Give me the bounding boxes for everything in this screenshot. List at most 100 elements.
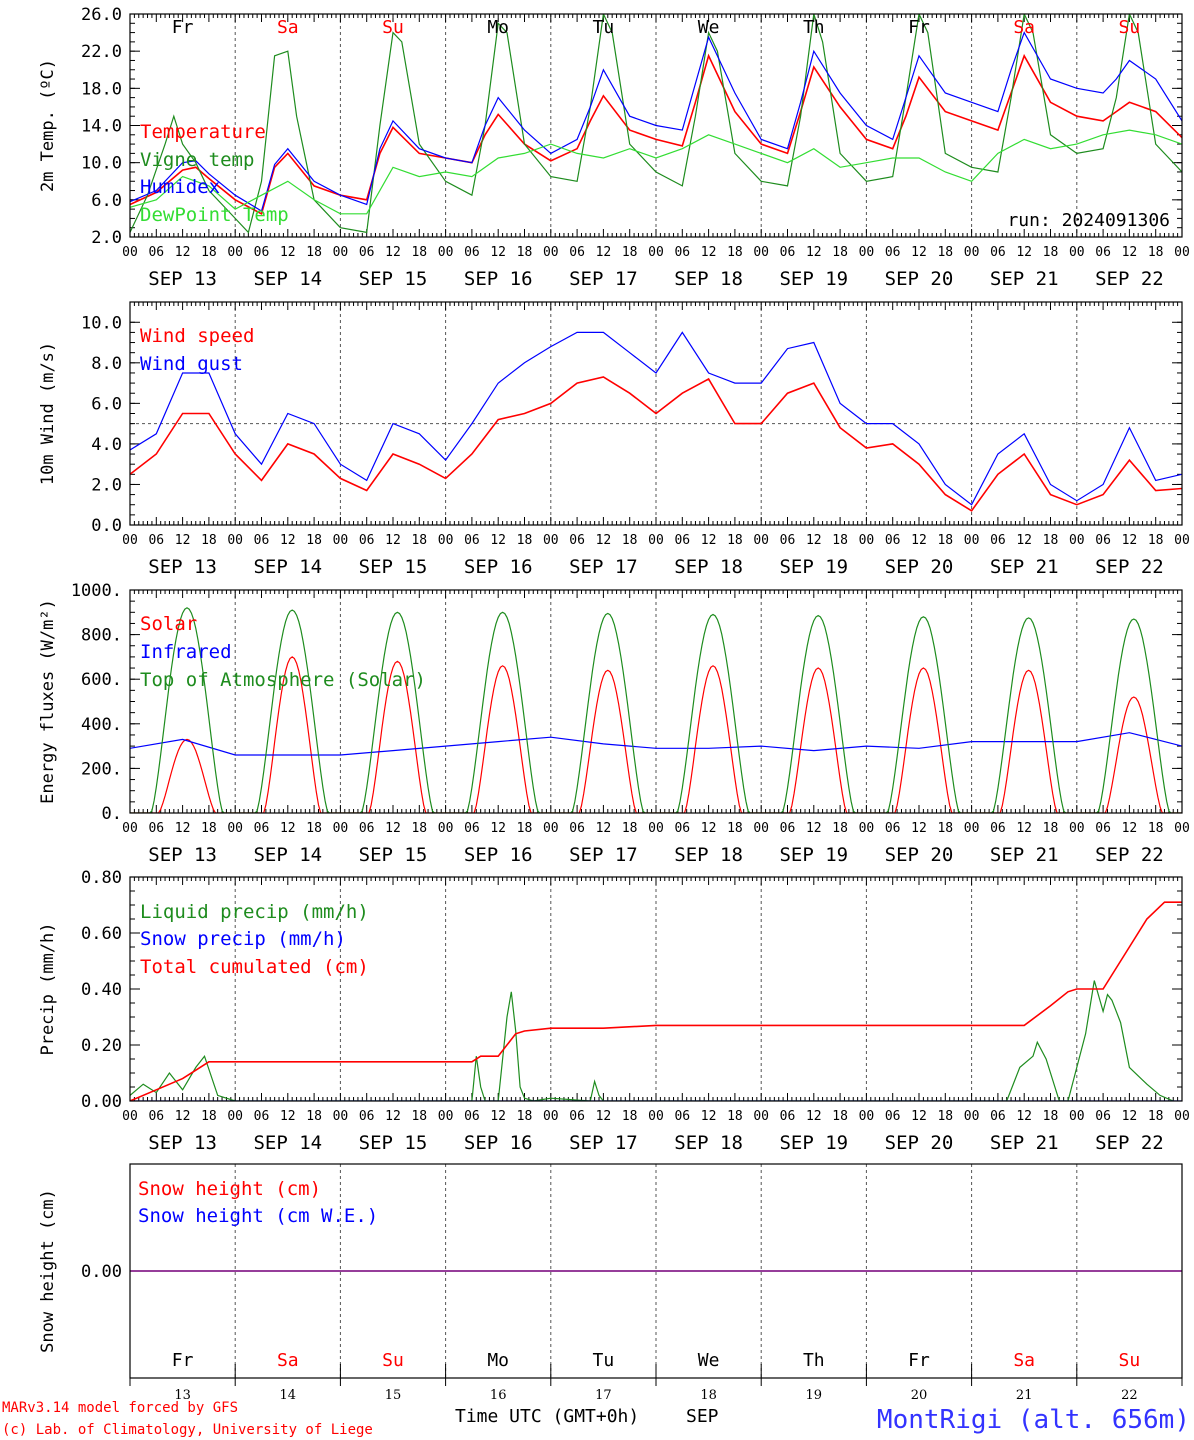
- y-tick-label: 10.0: [81, 313, 122, 333]
- hour-label: 06: [674, 245, 690, 260]
- hour-label: 06: [780, 245, 796, 260]
- series-line-solar: [130, 656, 1182, 813]
- y-tick-label: 400.: [81, 715, 122, 735]
- hour-label: 00: [122, 533, 138, 548]
- hour-label: 06: [254, 821, 270, 836]
- hour-label: 00: [333, 245, 349, 260]
- hour-label: 06: [1095, 533, 1111, 548]
- hour-label: 06: [569, 533, 585, 548]
- hour-label: 12: [596, 533, 612, 548]
- hour-label: 06: [780, 1109, 796, 1124]
- panels: 2.0 6.0 10.0 14.0 18.0 22.0 26.0 2m Temp. (ºC) T…: [38, 5, 1190, 1403]
- panel-4: 0.00 0.20 0.40 0.60 0.80 Precip (mm/h) Liquid …: [38, 868, 1190, 1154]
- hour-label: 12: [490, 1109, 506, 1124]
- hour-label: 18: [411, 533, 427, 548]
- y-axis-label: Precip (mm/h): [38, 922, 58, 1055]
- series-line-vigne-temp: [130, 14, 1182, 234]
- hour-label: 12: [701, 245, 717, 260]
- hour-label: 12: [806, 245, 822, 260]
- weekday-label: Su: [1119, 1350, 1141, 1371]
- legend-entry: Vigne temp: [140, 149, 254, 171]
- date-label: SEP 15: [359, 268, 428, 290]
- hour-label: 06: [464, 821, 480, 836]
- hour-label: 00: [438, 245, 454, 260]
- y-tick-label: 200.: [81, 759, 122, 779]
- y-tick-label: 2.0: [91, 228, 122, 248]
- hour-label: 12: [1016, 821, 1032, 836]
- hour-label: 12: [280, 1109, 296, 1124]
- hour-label: 12: [701, 821, 717, 836]
- hour-label: 06: [1095, 245, 1111, 260]
- hour-label: 00: [438, 1109, 454, 1124]
- hour-label: 06: [359, 245, 375, 260]
- panel-frame: [129, 301, 1183, 526]
- hour-label: 06: [359, 1109, 375, 1124]
- date-label: SEP 14: [253, 556, 322, 578]
- hour-label: 18: [411, 245, 427, 260]
- hour-label: 00: [333, 821, 349, 836]
- day-number: 20: [911, 1388, 928, 1403]
- hour-label: 18: [727, 1109, 743, 1124]
- date-label: SEP 16: [464, 268, 533, 290]
- day-number: 16: [490, 1388, 507, 1403]
- hour-label: 18: [622, 821, 638, 836]
- date-label: SEP 16: [464, 844, 533, 866]
- date-label: SEP 14: [253, 1132, 322, 1154]
- date-label: SEP 21: [990, 556, 1059, 578]
- hour-label: 00: [1069, 1109, 1085, 1124]
- hour-label: 18: [517, 533, 533, 548]
- date-label: SEP 22: [1095, 268, 1164, 290]
- y-tick-label: 10.0: [81, 154, 122, 174]
- hour-label: 00: [1069, 533, 1085, 548]
- legend-entry: Wind gust: [140, 353, 243, 375]
- legend-entry: Snow height (cm W.E.): [138, 1205, 378, 1227]
- hour-label: 00: [438, 533, 454, 548]
- hour-label: 06: [990, 821, 1006, 836]
- series-line-liquid-precip-mm-h-: [130, 980, 1174, 1101]
- hour-label: 06: [148, 533, 164, 548]
- y-tick-label: 22.0: [81, 42, 122, 62]
- hour-label: 00: [1174, 533, 1190, 548]
- hour-label: 00: [227, 821, 243, 836]
- legend-entry: Temperature: [140, 121, 266, 143]
- y-tick-label: 18.0: [81, 79, 122, 99]
- day-number: 18: [700, 1388, 717, 1403]
- time-axis-label: Time UTC (GMT+0h): [455, 1406, 639, 1427]
- weekday-label: Sa: [277, 17, 299, 38]
- date-label: SEP 16: [464, 556, 533, 578]
- legend-entry: Liquid precip (mm/h): [140, 901, 369, 923]
- hour-label: 00: [964, 245, 980, 260]
- date-label: SEP 21: [990, 1132, 1059, 1154]
- hour-label: 00: [859, 533, 875, 548]
- hour-label: 06: [569, 245, 585, 260]
- hour-label: 06: [990, 1109, 1006, 1124]
- weekday-label: Fr: [172, 1350, 194, 1371]
- date-label: SEP 15: [359, 1132, 428, 1154]
- date-label: SEP 14: [253, 844, 322, 866]
- hour-label: 12: [806, 533, 822, 548]
- hour-label: 06: [1095, 1109, 1111, 1124]
- hour-label: 06: [569, 1109, 585, 1124]
- hour-label: 18: [727, 245, 743, 260]
- hour-label: 00: [1174, 821, 1190, 836]
- weekday-label: Tu: [593, 17, 615, 38]
- date-label: SEP 20: [885, 844, 954, 866]
- series-group: [130, 607, 1182, 813]
- hour-label: 12: [385, 821, 401, 836]
- series-line-wind-gust: [130, 331, 1182, 506]
- hour-label: 06: [885, 533, 901, 548]
- hour-label: 00: [753, 1109, 769, 1124]
- series-line-dewpoint-temp: [130, 129, 1182, 215]
- series-group: [130, 331, 1182, 512]
- date-label: SEP 22: [1095, 556, 1164, 578]
- hour-label: 12: [596, 821, 612, 836]
- hour-label: 00: [227, 245, 243, 260]
- legend-entry: Humidex: [140, 176, 220, 198]
- hour-label: 18: [622, 1109, 638, 1124]
- hour-label: 18: [1043, 821, 1059, 836]
- hour-label: 00: [333, 533, 349, 548]
- date-label: SEP 18: [674, 556, 743, 578]
- hour-label: 06: [254, 533, 270, 548]
- legend-entry: Top of Atmosphere (Solar): [140, 669, 426, 691]
- series-line-temperature: [130, 53, 1182, 215]
